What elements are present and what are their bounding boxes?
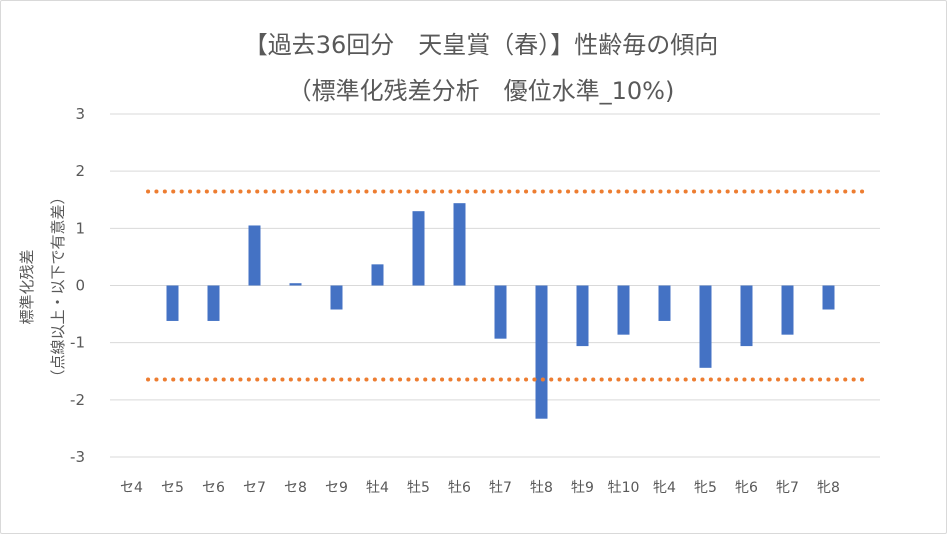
bar [289,283,302,286]
y-tick-label: 2 [75,162,85,180]
x-tick-label: 牡4 [366,480,389,496]
bar [412,211,425,286]
x-tick-label: 牡10 [608,480,640,496]
y-tick-label: 1 [75,219,85,237]
bar [658,285,671,321]
y-tick-label: 0 [75,277,85,295]
bar [330,285,343,310]
bar [617,285,630,335]
bar [494,285,507,339]
y-tick-label: 3 [75,105,85,123]
y-axis-label-line1: 標準化残差 [18,249,36,324]
bars [166,203,835,419]
x-tick-label: 牡5 [407,480,430,496]
x-tick-label: 牝8 [817,480,840,496]
bar [740,285,753,347]
bar [371,264,384,286]
y-tick-label: -2 [70,391,85,409]
bar [781,285,794,335]
bar [535,285,548,419]
y-axis-label-line2: （点線以上・以下で有意差） [49,189,67,384]
y-tick-labels: 3 2 1 0 -1 -2 -3 [70,105,85,466]
x-tick-label: 牝5 [694,480,717,496]
bar [248,225,261,286]
y-axis-label: 標準化残差 （点線以上・以下で有意差） [18,189,67,384]
bar [453,203,466,286]
gridlines [110,113,880,458]
chart-subtitle: （標準化残差分析 優位水準_10%) [288,77,675,105]
x-tick-label: 牝6 [735,480,758,496]
y-tick-label: -1 [70,334,85,352]
x-tick-label: セ7 [243,480,266,496]
bar [207,285,220,321]
y-tick-label: -3 [70,448,85,466]
x-tick-label: 牡9 [571,480,594,496]
bar [699,285,712,368]
x-tick-label: セ8 [284,480,307,496]
x-tick-labels: セ4 セ5 セ6 セ7 セ8 セ9 牡4 牡5 牡6 牡7 牡8 牡9 牡10 牝4 牝5 牝6 牝7 牝8 [120,480,840,496]
x-tick-label: 牡8 [530,480,553,496]
x-tick-label: セ6 [202,480,225,496]
bar [166,285,179,321]
x-tick-label: 牝4 [653,480,676,496]
x-tick-label: セ5 [161,480,184,496]
bar [576,285,589,347]
x-tick-label: セ9 [325,480,348,496]
x-tick-label: 牡7 [489,480,512,496]
bar [822,285,835,310]
threshold-lines [146,189,872,382]
x-tick-label: 牝7 [776,480,799,496]
x-tick-label: セ4 [120,480,143,496]
x-tick-label: 牡6 [448,480,471,496]
chart-title: 【過去36回分 天皇賞（春）】性齢毎の傾向 [244,31,719,59]
